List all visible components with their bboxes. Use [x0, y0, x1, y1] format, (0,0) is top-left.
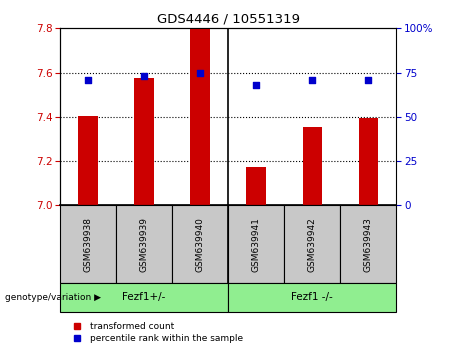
Text: Fezf1+/-: Fezf1+/- — [122, 292, 166, 302]
Text: GSM639940: GSM639940 — [195, 217, 205, 272]
Bar — [359, 118, 378, 205]
Point — [365, 77, 372, 82]
Text: GSM639938: GSM639938 — [83, 217, 93, 272]
Title: GDS4446 / 10551319: GDS4446 / 10551319 — [157, 13, 300, 26]
Bar — [284, 205, 340, 283]
Bar — [228, 205, 284, 283]
Point — [196, 70, 204, 75]
Bar — [340, 205, 396, 283]
Point — [253, 82, 260, 88]
Bar — [134, 78, 154, 205]
Bar — [302, 127, 322, 205]
Point — [309, 77, 316, 82]
Text: Fezf1 -/-: Fezf1 -/- — [291, 292, 333, 302]
Point — [84, 77, 92, 82]
Text: GSM639941: GSM639941 — [252, 217, 261, 272]
Bar — [60, 205, 116, 283]
Bar — [116, 205, 172, 283]
Text: genotype/variation ▶: genotype/variation ▶ — [5, 293, 100, 302]
Legend: transformed count, percentile rank within the sample: transformed count, percentile rank withi… — [65, 319, 247, 347]
Bar — [190, 29, 210, 205]
Bar — [172, 205, 228, 283]
Bar — [60, 283, 228, 312]
Point — [140, 73, 148, 79]
Text: GSM639943: GSM639943 — [364, 217, 373, 272]
Bar — [247, 167, 266, 205]
Text: GSM639942: GSM639942 — [308, 217, 317, 272]
Bar — [228, 283, 396, 312]
Text: GSM639939: GSM639939 — [140, 217, 148, 272]
Bar — [78, 116, 98, 205]
